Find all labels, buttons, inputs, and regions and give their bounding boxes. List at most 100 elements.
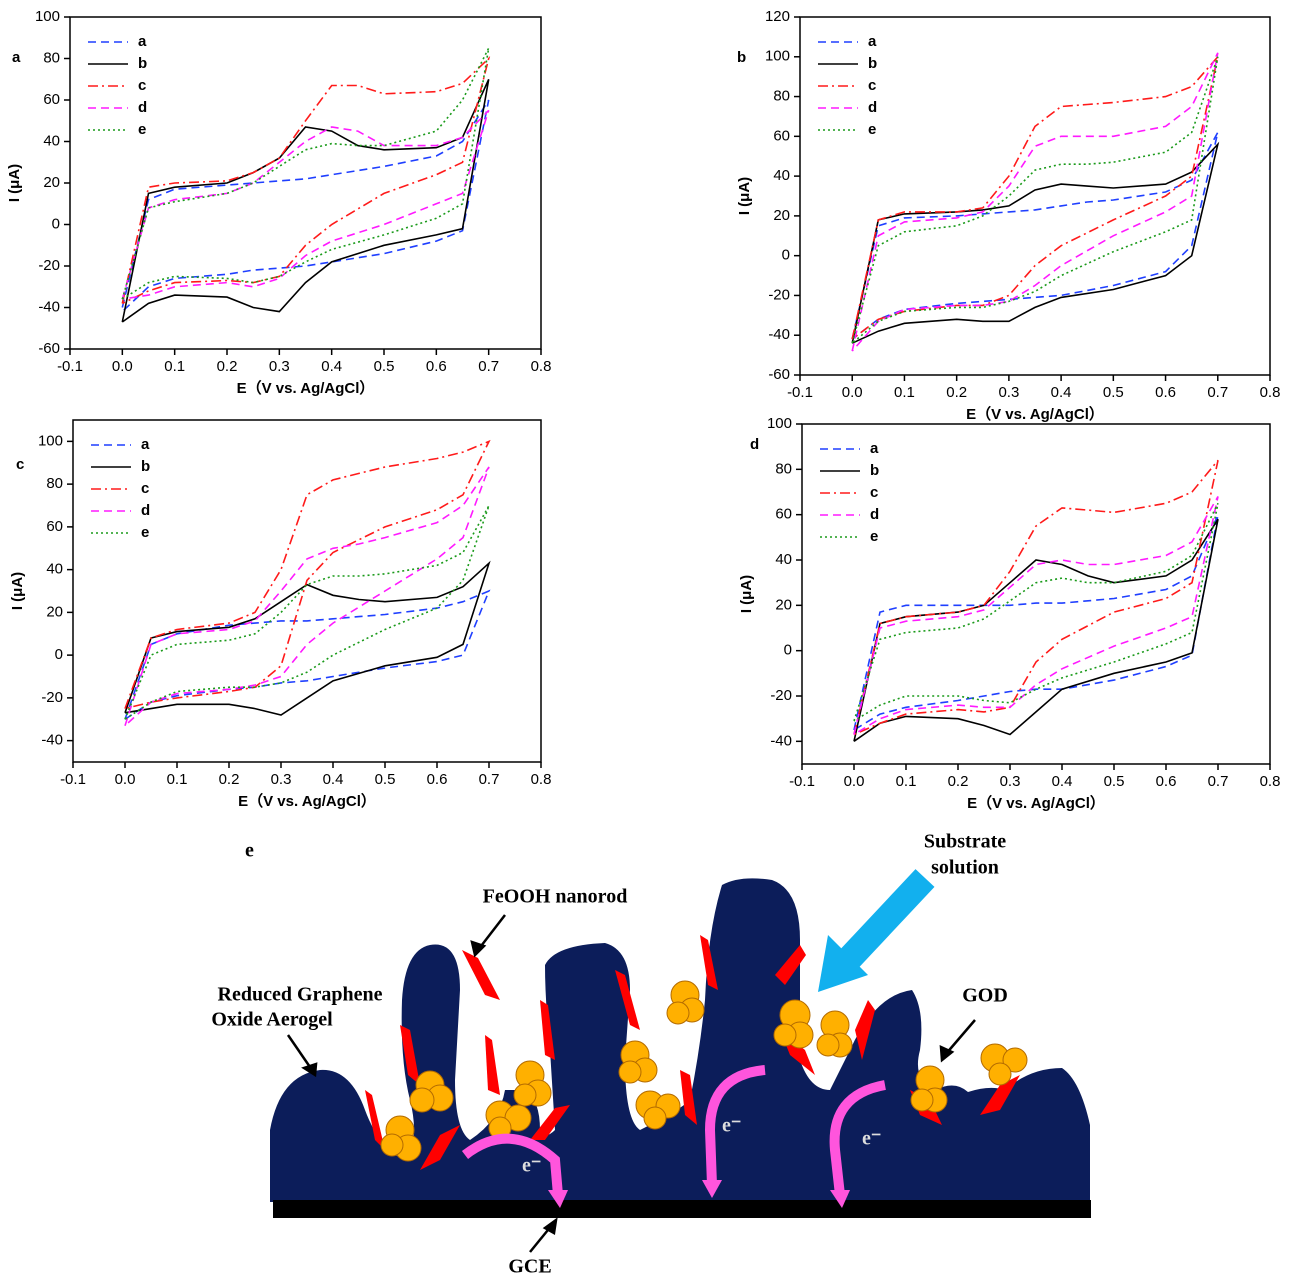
x-tick-label: 0.6 [427, 771, 448, 788]
x-tick-label: 0.5 [374, 358, 395, 375]
panel-label: d [750, 436, 759, 453]
y-tick-label: 80 [775, 460, 792, 477]
x-tick-label: 0.8 [1260, 773, 1281, 790]
x-tick-label: 0.2 [948, 773, 969, 790]
x-tick-label: 0.0 [115, 771, 136, 788]
legend-label: b [868, 55, 877, 72]
x-tick-label: 0.7 [479, 771, 500, 788]
y-tick-label: -20 [41, 689, 63, 706]
legend-label: c [138, 77, 146, 94]
cv-curve [851, 52, 1219, 352]
x-tick-label: 0.3 [269, 358, 290, 375]
y-tick-label: 60 [775, 506, 792, 523]
cv-curve [121, 78, 490, 323]
y-tick-label: -40 [770, 732, 792, 749]
cv-curve [851, 132, 1219, 340]
y-tick-label: 20 [773, 207, 790, 224]
x-tick-label: 0.5 [375, 771, 396, 788]
x-tick-label: 0.5 [1104, 773, 1125, 790]
legend-label: a [870, 440, 879, 457]
y-tick-label: 60 [46, 518, 63, 535]
electron-label: e⁻ [522, 1155, 541, 1177]
x-tick-label: -0.1 [787, 384, 813, 401]
y-tick-label: 0 [55, 646, 63, 663]
y-tick-label: -20 [770, 687, 792, 704]
pointer-arrows [286, 914, 976, 1253]
cv-curve [851, 141, 1220, 344]
legend-label: c [141, 480, 149, 497]
y-axis-label: I (μA) [6, 164, 23, 202]
legend-label: b [870, 462, 879, 479]
y-tick-label: 40 [775, 551, 792, 568]
y-tick-label: -40 [768, 326, 790, 343]
legend-label: d [870, 506, 879, 523]
panel-label: b [737, 49, 746, 66]
y-tick-label: -40 [41, 732, 63, 749]
plot-frame [72, 419, 542, 763]
legend-label: a [868, 33, 877, 50]
y-tick-label: 0 [782, 247, 790, 264]
x-tick-label: 0.6 [1156, 773, 1177, 790]
substrate-label: Substrate [924, 831, 1006, 853]
diagram: e Substrate solution FeOOH nanorod Reduc… [211, 831, 1091, 1278]
plot-frame [799, 16, 1271, 376]
legend-label: c [870, 484, 878, 501]
legend-label: b [138, 55, 147, 72]
x-tick-label: 0.7 [478, 358, 499, 375]
electrode-bar [273, 1200, 1091, 1218]
x-tick-label: 0.2 [217, 358, 238, 375]
x-tick-label: 0.7 [1208, 773, 1229, 790]
y-tick-label: 60 [43, 91, 60, 108]
y-tick-label: -60 [768, 366, 790, 383]
substrate-arrowhead [818, 935, 868, 992]
x-tick-label: 0.8 [1260, 384, 1281, 401]
y-tick-label: 40 [43, 132, 60, 149]
cv-curve [853, 502, 1219, 722]
cv-curve [851, 56, 1219, 344]
panel-label: a [12, 49, 21, 66]
electron-label: e⁻ [722, 1115, 741, 1137]
y-tick-label: 100 [35, 8, 60, 25]
x-tick-label: 0.5 [1103, 384, 1124, 401]
legend-label: d [868, 99, 877, 116]
x-tick-label: 0.3 [271, 771, 292, 788]
x-tick-label: 0.1 [164, 358, 185, 375]
x-tick-label: 0.7 [1207, 384, 1228, 401]
cv-curve [853, 514, 1219, 731]
y-tick-label: 100 [38, 432, 63, 449]
cv-curve [853, 496, 1219, 736]
y-tick-label: -20 [768, 286, 790, 303]
y-tick-label: 20 [46, 603, 63, 620]
y-tick-label: 100 [765, 48, 790, 65]
y-axis-label: I (μA) [9, 572, 26, 610]
legend-label: e [868, 121, 876, 138]
x-tick-label: -0.1 [789, 773, 815, 790]
y-axis-label: I (μA) [736, 177, 753, 215]
x-axis-label: E（V vs. Ag/AgCl） [967, 794, 1105, 812]
x-tick-label: 0.0 [844, 773, 865, 790]
cv-curve [124, 589, 491, 720]
cv-curve [124, 466, 490, 727]
plot-frame [801, 423, 1271, 765]
legend-label: a [138, 33, 147, 50]
y-tick-label: 80 [46, 475, 63, 492]
x-tick-label: 0.4 [323, 771, 344, 788]
y-tick-label: -60 [38, 340, 60, 357]
cv-curve [853, 518, 1219, 742]
substrate-label: solution [931, 857, 999, 879]
y-tick-label: 40 [773, 167, 790, 184]
nanorod-label: FeOOH nanorod [483, 886, 628, 908]
cv-curve [121, 99, 490, 313]
y-tick-label: -40 [38, 298, 60, 315]
x-tick-label: 0.1 [167, 771, 188, 788]
electrode-label: GCE [508, 1256, 551, 1278]
x-tick-label: 0.4 [321, 358, 342, 375]
y-tick-label: 100 [767, 415, 792, 432]
x-axis-label: E（V vs. Ag/AgCl） [966, 405, 1104, 423]
x-tick-label: -0.1 [57, 358, 83, 375]
cv-curve [851, 56, 1219, 340]
cv-curve [121, 109, 490, 300]
electron-arrowheads [548, 1180, 850, 1208]
enzymes [380, 980, 1028, 1162]
